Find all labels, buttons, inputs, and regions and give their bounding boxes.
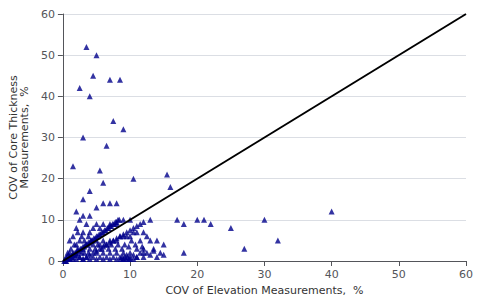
svg-text:50: 50 bbox=[41, 49, 55, 62]
svg-text:40: 40 bbox=[325, 268, 339, 281]
svg-text:10: 10 bbox=[41, 213, 55, 226]
svg-text:20: 20 bbox=[41, 172, 55, 185]
svg-text:30: 30 bbox=[41, 131, 55, 144]
svg-text:COV of Core Thickness: COV of Core Thickness bbox=[7, 75, 20, 200]
svg-text:COV of Elevation Measurements,: COV of Elevation Measurements, % bbox=[165, 284, 363, 297]
svg-text:Measurements, %: Measurements, % bbox=[18, 86, 31, 188]
svg-text:50: 50 bbox=[392, 268, 406, 281]
svg-text:60: 60 bbox=[41, 8, 55, 21]
svg-text:30: 30 bbox=[257, 268, 271, 281]
svg-text:10: 10 bbox=[123, 268, 137, 281]
svg-text:20: 20 bbox=[190, 268, 204, 281]
svg-text:60: 60 bbox=[459, 268, 473, 281]
svg-text:0: 0 bbox=[48, 255, 55, 268]
svg-text:40: 40 bbox=[41, 90, 55, 103]
svg-text:0: 0 bbox=[59, 268, 66, 281]
